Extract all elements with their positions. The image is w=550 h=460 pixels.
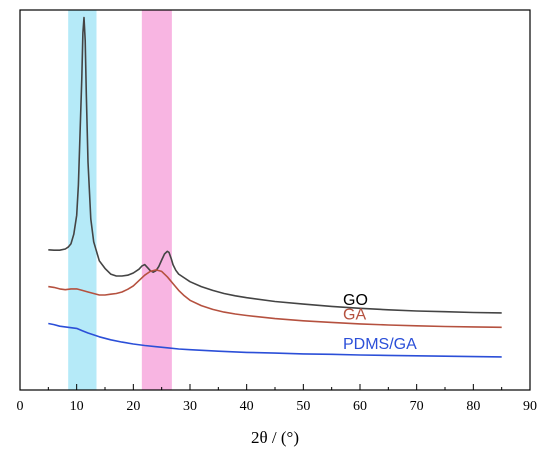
highlight-bands [68,10,172,390]
series-label-ga: GA [343,306,366,323]
series-line-pdms-ga [48,322,502,358]
x-tick-label: 20 [126,399,140,414]
series-line-ga [48,269,502,329]
x-tick-label: 30 [183,399,197,414]
x-tick-label: 90 [523,399,537,414]
x-tick-label: 10 [70,399,84,414]
series-lines [48,16,502,358]
series-label-pdms-ga: PDMS/GA [343,336,417,353]
x-tick-label: 60 [353,399,367,414]
series-line-go [48,16,502,314]
x-tick-label: 40 [240,399,254,414]
x-axis-label: 2θ / (°) [251,428,299,447]
x-tick-label: 50 [296,399,310,414]
x-tick-label: 70 [410,399,424,414]
x-axis-ticks: 0 10 20 30 40 50 60 70 80 90 [17,384,537,414]
highlight-band-2 [141,10,172,390]
x-tick-label: 80 [466,399,480,414]
x-tick-label: 0 [17,399,24,414]
series-label-go: GO [343,292,368,309]
